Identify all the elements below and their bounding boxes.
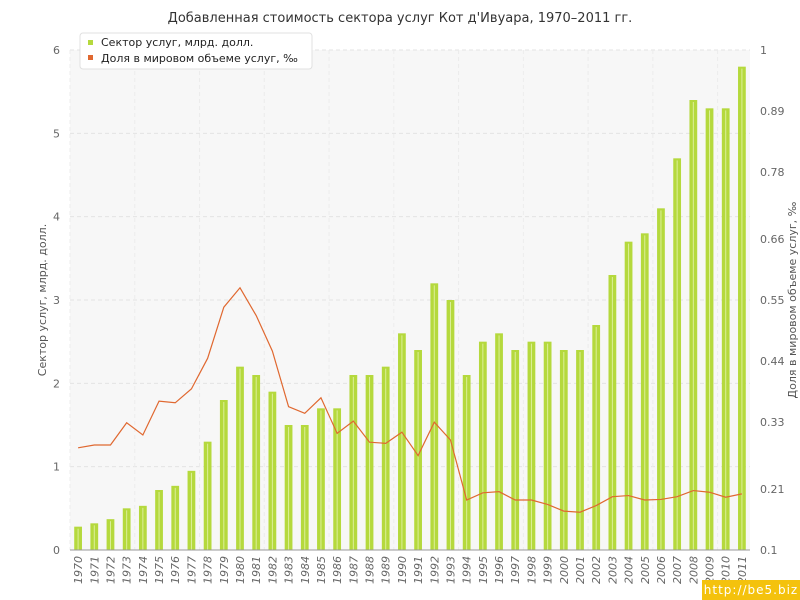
x-tick: 1996 [493, 556, 506, 584]
x-tick: 1974 [137, 556, 150, 584]
x-ticks: 1970 1971 1972 1973 1974 1975 1976 1977 1978 1979… [72, 556, 749, 584]
bar-series [74, 66, 746, 551]
legend-swatch-services [88, 40, 93, 45]
x-tick: 1970 [72, 556, 85, 584]
x-tick: 1982 [266, 556, 279, 584]
x-tick: 1977 [185, 556, 198, 584]
x-tick: 1979 [218, 556, 231, 584]
legend-box [79, 32, 313, 70]
x-tick: 1981 [250, 556, 263, 584]
x-tick: 2007 [671, 556, 684, 584]
y-axis-label-right: Доля в мировом объеме услуг, ‰ [786, 201, 799, 398]
y-tick-right: 0.89 [760, 105, 785, 118]
x-tick: 1988 [364, 556, 377, 584]
x-tick: 1994 [461, 556, 474, 584]
x-tick: 1980 [234, 556, 247, 584]
chart-title: Добавленная стоимость сектора услуг Кот … [168, 11, 633, 26]
y-tick-left: 4 [53, 211, 60, 224]
x-tick: 1992 [428, 556, 441, 584]
x-tick: 1991 [412, 556, 425, 584]
y-tick-left: 1 [53, 461, 60, 474]
y-tick-right: 1 [760, 44, 767, 57]
x-tick: 2006 [655, 556, 668, 584]
x-tick: 2002 [590, 556, 603, 584]
x-tick: 1978 [202, 556, 215, 584]
x-tick: 2004 [623, 556, 636, 584]
x-tick: 1985 [315, 556, 328, 584]
y-tick-right: 0.1 [760, 544, 778, 557]
x-tick: 1971 [88, 556, 101, 584]
x-tick: 2005 [639, 556, 652, 584]
y-tick-left: 3 [53, 294, 60, 307]
y-tick-right: 0.55 [760, 294, 785, 307]
x-tick: 1990 [396, 556, 409, 584]
y-tick-left: 0 [53, 544, 60, 557]
x-tick: 1999 [542, 556, 555, 584]
x-tick: 1995 [477, 556, 490, 584]
y-tick-right: 0.33 [760, 416, 785, 429]
x-tick: 2000 [558, 556, 571, 584]
y-tick-right: 0.21 [760, 483, 785, 496]
x-tick: 2010 [720, 556, 733, 584]
x-tick: 1983 [283, 556, 296, 584]
y-tick-right: 0.44 [760, 355, 785, 368]
x-tick: 1986 [331, 556, 344, 584]
x-tick: 1998 [525, 556, 538, 584]
y-tick-left: 5 [53, 127, 60, 140]
grid [69, 49, 750, 551]
x-tick: 1989 [380, 556, 393, 584]
watermark: http://be5.biz [702, 580, 800, 600]
x-tick: 1976 [169, 556, 182, 584]
legend: Сектор услуг, млрд. долл. Доля в мировом… [79, 32, 313, 70]
legend-label-share: Доля в мировом объеме услуг, ‰ [101, 52, 298, 65]
x-tick: 1987 [347, 556, 360, 584]
y-tick-right: 0.78 [760, 166, 785, 179]
y-ticks-left: 0 1 2 3 4 5 6 [53, 44, 60, 557]
x-tick: 1973 [121, 556, 134, 584]
y-tick-left: 6 [53, 44, 60, 57]
x-tick: 2001 [574, 556, 587, 584]
x-tick: 1984 [299, 556, 312, 584]
legend-swatch-share [88, 55, 93, 60]
x-tick: 2003 [606, 556, 619, 584]
share-line [77, 286, 743, 513]
x-tick: 1997 [509, 556, 522, 584]
x-tick: 1993 [444, 556, 457, 584]
x-tick: 2008 [687, 556, 700, 584]
y-tick-right: 0.66 [760, 233, 785, 246]
x-tick: 1975 [153, 556, 166, 584]
y-ticks-right: 0.1 0.21 0.33 0.44 0.55 0.66 0.78 0.89 1 [760, 44, 785, 557]
y-axis-label-left: Сектор услуг, млрд. долл. [36, 224, 49, 376]
legend-label-services: Сектор услуг, млрд. долл. [101, 36, 253, 49]
x-tick: 2009 [704, 556, 717, 584]
x-tick: 1972 [104, 556, 117, 584]
y-tick-left: 2 [53, 377, 60, 390]
x-tick: 2011 [736, 556, 749, 584]
